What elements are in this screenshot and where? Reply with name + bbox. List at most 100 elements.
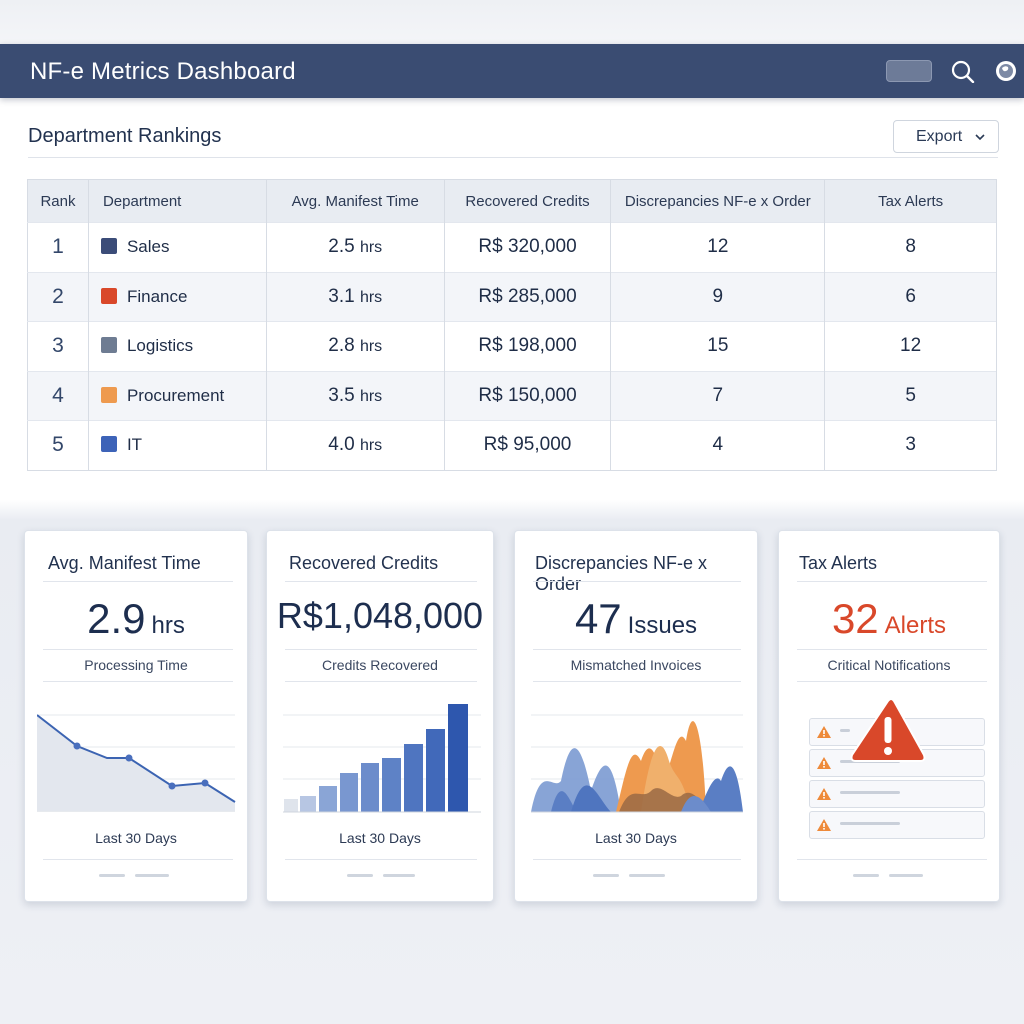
manifest-time-cell: 3.5 hrs: [266, 370, 445, 421]
department-name: Finance: [126, 286, 188, 306]
time-unit: hrs: [359, 288, 383, 306]
pager-dot[interactable]: [853, 874, 879, 877]
tax-alerts-cell: 6: [824, 271, 997, 322]
card-title: Recovered Credits: [289, 553, 439, 573]
column-header-discrepancies[interactable]: Discrepancies NF-e x Order: [610, 179, 826, 223]
rankings-table: Rank Department Avg. Manifest Time Recov…: [27, 179, 997, 471]
rankings-title: Department Rankings: [28, 125, 222, 147]
export-button[interactable]: Export: [893, 120, 999, 153]
pager-dot[interactable]: [889, 874, 923, 877]
data-point: [125, 754, 133, 762]
department-name: IT: [126, 435, 143, 455]
card-title: Avg. Manifest Time: [48, 553, 201, 573]
data-point: [201, 779, 209, 787]
table-row[interactable]: 1 Sales 2.5 hrs R$ 320,000 12 8: [27, 222, 997, 272]
alert-list-item[interactable]: [809, 811, 985, 839]
card-divider: [797, 649, 987, 650]
large-warning-icon: [850, 698, 926, 762]
table-row[interactable]: 4 Procurement 3.5 hrs R$ 150,000 7 5: [27, 370, 997, 421]
value-number: 47: [574, 595, 622, 642]
card-subtitle: Mismatched Invoices: [570, 657, 702, 673]
table-row[interactable]: 3 Logistics 2.8 hrs R$ 198,000 15 12: [27, 321, 997, 371]
card-discrepancies[interactable]: Discrepancies NF-e x Order 47 Issues Mism…: [514, 530, 758, 902]
time-unit: hrs: [359, 437, 383, 455]
time-value: 2.5: [328, 236, 355, 258]
card-divider: [533, 581, 741, 582]
department-color-swatch: [100, 287, 117, 304]
card-divider: [533, 859, 741, 860]
card-divider: [43, 649, 233, 650]
header-menu-button[interactable]: [886, 60, 932, 82]
card-divider: [43, 681, 233, 682]
rank-cell: 2: [27, 271, 89, 322]
card-tax-alerts[interactable]: Tax Alerts 32 Alerts Critical Notificatio…: [778, 530, 1000, 902]
recovered-credits-cell: R$ 95,000: [444, 420, 612, 470]
card-manifest-time[interactable]: Avg. Manifest Time 2.9 hrs Processing Tim…: [24, 530, 248, 902]
column-header-rank[interactable]: Rank: [27, 179, 89, 223]
time-value: 3.5: [328, 384, 355, 406]
alert-text-placeholder: [840, 791, 900, 794]
tax-alerts-cell: 5: [824, 370, 997, 421]
card-divider: [43, 859, 233, 860]
time-unit: hrs: [359, 387, 383, 405]
card-divider: [797, 859, 987, 860]
discrepancies-cell: 9: [610, 271, 826, 322]
column-header-manifest-time[interactable]: Avg. Manifest Time: [266, 179, 445, 223]
table-row[interactable]: 5 IT 4.0 hrs R$ 95,000 4 3: [27, 420, 997, 470]
card-divider: [285, 649, 477, 650]
discrepancies-cell: 15: [610, 321, 826, 371]
table-row[interactable]: 2 Finance 3.1 hrs R$ 285,000 9 6: [27, 271, 997, 322]
discrepancies-cell: 4: [610, 420, 826, 470]
globe-icon[interactable]: [994, 59, 1018, 83]
card-divider: [285, 681, 477, 682]
pager-dot[interactable]: [383, 874, 415, 877]
column-header-recovered-credits[interactable]: Recovered Credits: [444, 179, 612, 223]
pager-dot[interactable]: [135, 874, 169, 877]
trend-line-chart: [37, 714, 236, 812]
card-footer: Last 30 Days: [595, 830, 677, 846]
pager-dot[interactable]: [347, 874, 373, 877]
warning-icon: [816, 818, 832, 837]
bar: [382, 758, 401, 812]
card-recovered-credits[interactable]: Recovered Credits R$1,048,000 Credits Re…: [266, 530, 494, 902]
card-title: Discrepancies NF-e x Order: [535, 553, 708, 594]
search-icon[interactable]: [950, 59, 976, 84]
department-color-swatch: [100, 337, 117, 354]
export-label: Export: [916, 127, 963, 145]
card-subtitle: Processing Time: [84, 657, 188, 673]
department-cell: Sales: [88, 222, 267, 272]
bar: [284, 799, 298, 812]
warning-icon: [816, 725, 832, 744]
table-header-row: Rank Department Avg. Manifest Time Recov…: [27, 179, 997, 223]
card-divider: [43, 581, 233, 582]
recovered-credits-cell: R$ 320,000: [444, 222, 612, 272]
alert-text-placeholder: [840, 822, 900, 825]
department-cell: Finance: [88, 271, 267, 322]
department-cell: IT: [88, 420, 267, 470]
bar: [448, 704, 468, 812]
alert-list-item[interactable]: [809, 780, 985, 808]
data-point: [168, 782, 176, 790]
rank-cell: 1: [27, 222, 89, 272]
card-value: 2.9 hrs: [25, 595, 247, 643]
pager-dot[interactable]: [629, 874, 665, 877]
area-chart: [531, 714, 743, 813]
column-header-department[interactable]: Department: [88, 179, 267, 223]
card-divider: [797, 681, 987, 682]
value-number: 32: [831, 595, 879, 642]
department-name: Sales: [126, 237, 170, 257]
card-divider: [533, 681, 741, 682]
bar: [404, 744, 423, 812]
time-value: 4.0: [328, 434, 355, 456]
chevron-down-icon: [974, 130, 986, 148]
alert-text-placeholder: [840, 729, 850, 732]
department-color-swatch: [100, 436, 117, 453]
pager-dot[interactable]: [593, 874, 619, 877]
card-divider: [533, 649, 741, 650]
column-header-tax-alerts[interactable]: Tax Alerts: [824, 179, 997, 223]
manifest-time-cell: 3.1 hrs: [266, 271, 445, 322]
pager-dot[interactable]: [99, 874, 125, 877]
discrepancies-cell: 12: [610, 222, 826, 272]
card-value: R$1,048,000: [276, 595, 484, 636]
card-title: Tax Alerts: [799, 553, 878, 573]
